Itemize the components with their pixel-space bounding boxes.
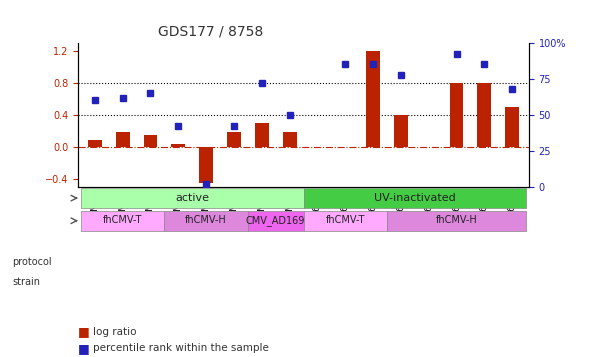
Bar	[171, 145, 185, 147]
Text: fhCMV-T: fhCMV-T	[326, 215, 365, 225]
Bar	[144, 135, 157, 147]
Text: CMV_AD169: CMV_AD169	[246, 215, 305, 226]
FancyBboxPatch shape	[81, 188, 304, 208]
Bar	[282, 132, 296, 147]
Text: GDS177 / 8758: GDS177 / 8758	[157, 25, 263, 39]
Text: fhCMV-T: fhCMV-T	[103, 215, 142, 225]
FancyBboxPatch shape	[304, 188, 526, 208]
Text: log ratio: log ratio	[93, 327, 136, 337]
Text: protocol: protocol	[12, 257, 52, 267]
Text: fhCMV-H: fhCMV-H	[185, 215, 227, 225]
Bar	[255, 123, 269, 147]
Text: ■: ■	[78, 342, 90, 355]
FancyBboxPatch shape	[81, 211, 165, 231]
FancyBboxPatch shape	[387, 211, 526, 231]
Bar	[477, 83, 492, 147]
Bar	[505, 107, 519, 147]
Text: percentile rank within the sample: percentile rank within the sample	[93, 343, 269, 353]
FancyBboxPatch shape	[248, 211, 304, 231]
Bar	[394, 115, 408, 147]
Text: fhCMV-H: fhCMV-H	[436, 215, 477, 225]
Bar	[116, 132, 130, 147]
Bar	[88, 140, 102, 147]
Text: UV-inactivated: UV-inactivated	[374, 193, 456, 203]
FancyBboxPatch shape	[304, 211, 387, 231]
Bar	[199, 147, 213, 183]
Bar	[227, 132, 241, 147]
Bar	[366, 51, 380, 147]
Bar	[450, 83, 463, 147]
Text: strain: strain	[12, 277, 40, 287]
Text: active: active	[175, 193, 209, 203]
Text: ■: ■	[78, 326, 90, 338]
FancyBboxPatch shape	[165, 211, 248, 231]
